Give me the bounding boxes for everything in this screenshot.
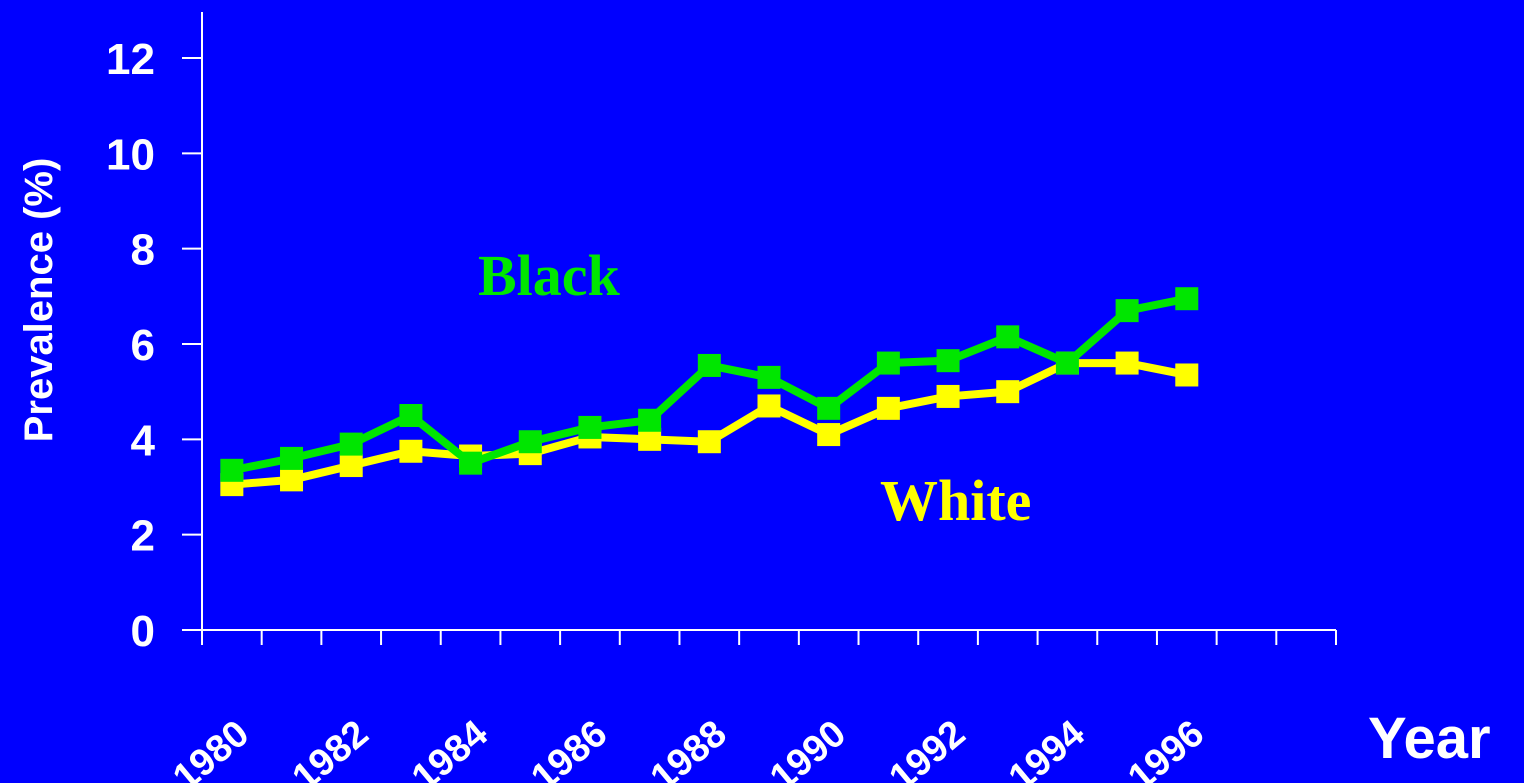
y-tick-label: 0 (131, 607, 155, 656)
y-tick-label: 8 (131, 226, 155, 275)
y-axis-title: Prevalence (%) (17, 158, 61, 443)
data-point-white (638, 427, 662, 451)
y-tick-label: 12 (106, 35, 155, 84)
data-point-black (697, 353, 721, 377)
data-point-white (876, 396, 900, 420)
series-black (220, 287, 1199, 482)
data-point-white (757, 394, 781, 418)
y-tick-label: 6 (131, 321, 155, 370)
data-point-white (339, 454, 363, 478)
data-point-black (757, 365, 781, 389)
y-tick-label: 4 (131, 416, 156, 465)
data-point-black (936, 349, 960, 373)
data-point-black (1055, 351, 1079, 375)
data-point-black (399, 404, 423, 427)
data-point-black (518, 430, 542, 454)
data-point-black (996, 325, 1020, 349)
data-point-black (638, 408, 662, 432)
data-point-white (399, 439, 423, 463)
data-point-black (220, 458, 244, 482)
data-point-white (996, 380, 1020, 404)
data-point-white (936, 384, 960, 408)
data-point-white (817, 423, 841, 447)
data-point-black (459, 451, 483, 475)
data-point-white (1115, 351, 1139, 375)
series-label-white: White (880, 468, 1031, 533)
data-point-black (1115, 299, 1139, 323)
data-point-black (876, 351, 900, 375)
data-point-black (1175, 287, 1199, 311)
data-point-white (280, 468, 304, 492)
data-point-black (339, 432, 363, 456)
data-point-white (1175, 363, 1199, 387)
data-point-white (697, 430, 721, 454)
y-tick-label: 2 (131, 512, 155, 561)
series-white (220, 351, 1199, 497)
y-tick-label: 10 (106, 130, 155, 179)
series-layer (220, 287, 1199, 497)
data-point-black (817, 396, 841, 420)
data-point-black (578, 415, 602, 439)
x-axis-title: Year (1368, 706, 1491, 771)
series-label-black: Black (478, 243, 621, 308)
data-point-black (280, 446, 304, 470)
